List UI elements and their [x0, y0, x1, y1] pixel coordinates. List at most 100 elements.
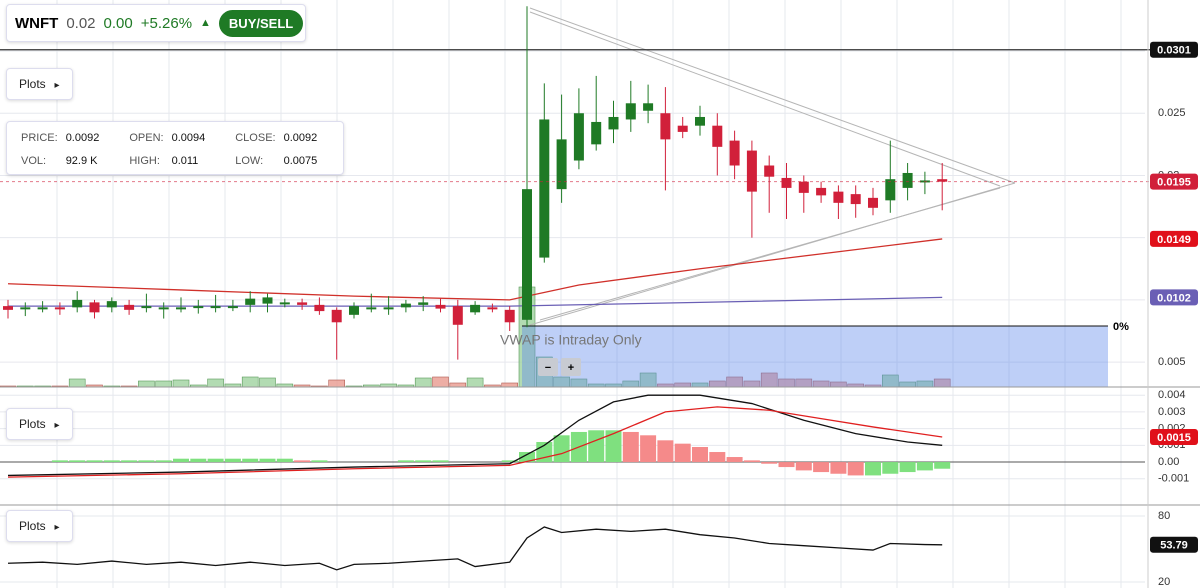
candle-body [937, 179, 948, 182]
candle-body [781, 177, 792, 188]
zoom-label[interactable]: − [545, 362, 551, 374]
value-tag [1150, 428, 1198, 445]
buy-sell-button[interactable]: BUY/SELL [218, 9, 304, 37]
volume-bar [449, 382, 467, 388]
histogram-bar [242, 458, 259, 463]
candle-body [262, 297, 273, 304]
candle-body [625, 103, 636, 120]
histogram-bar [726, 457, 743, 463]
y-tick-label: 0.003 [1158, 406, 1186, 418]
plots-button[interactable]: Plots [6, 68, 73, 100]
candle-body [3, 306, 13, 310]
candle-body [227, 306, 238, 309]
info-table: PRICE: 0.0092 OPEN: 0.0094 CLOSE: 0.0092 VOL: 9… [17, 126, 343, 172]
histogram-bar [103, 460, 120, 463]
value-tag [1150, 536, 1198, 553]
info-panel: PRICE: 0.0092 OPEN: 0.0094 CLOSE: 0.0092 VOL: 9… [6, 121, 344, 175]
histogram-bar [69, 460, 86, 463]
candle-body [435, 304, 446, 309]
histogram-bar [692, 447, 708, 463]
candle-body [833, 191, 844, 203]
zoom-button[interactable] [561, 358, 581, 376]
up-arrow: ▲ [200, 17, 211, 29]
candle-body [383, 307, 394, 310]
change-pct: +5.26% [140, 14, 193, 32]
value-tag [1150, 173, 1198, 190]
histogram-bar [121, 460, 138, 463]
macd-line [7, 406, 943, 478]
value-tag [1150, 230, 1198, 247]
histogram-bar [674, 443, 691, 463]
candle-body [245, 298, 256, 305]
plots-button[interactable]: Plots [6, 510, 73, 542]
histogram-bar [588, 430, 605, 463]
candle-body [54, 307, 65, 310]
histogram-bar [882, 462, 899, 474]
value-tag-label: 0.0015 [1157, 432, 1191, 444]
info-label: LOW: [235, 154, 264, 167]
y-tick-label: 0.004 [1158, 389, 1186, 401]
volume-bar [501, 382, 519, 388]
candle-body [124, 304, 135, 310]
candle-body [764, 165, 775, 177]
candle-body [885, 179, 896, 201]
volume-bar [68, 378, 86, 388]
volume-bar [241, 376, 259, 388]
zoom-label[interactable]: + [568, 362, 574, 374]
candle-body [556, 139, 567, 190]
candle-body [452, 306, 463, 325]
volume-bar [466, 377, 484, 388]
ticker-header: WNFT 0.02 0.00 +5.26% ▲ BUY/SELL [6, 4, 306, 42]
candle-body [573, 113, 584, 161]
histogram-bar [51, 460, 68, 463]
histogram-bar [276, 458, 293, 463]
info-value: 0.0092 [283, 131, 318, 144]
info-label: OPEN: [129, 131, 164, 144]
value-tag-label: 0.0301 [1157, 45, 1191, 57]
volume-bar [328, 379, 346, 388]
fib-label: 0% [1113, 321, 1129, 333]
info-label: CLOSE: [235, 131, 276, 144]
candle-body [72, 299, 83, 308]
candle-body [504, 309, 515, 323]
info-label: HIGH: [129, 154, 160, 167]
candle-body [746, 150, 757, 192]
candle-body [89, 302, 100, 313]
candle-body [868, 197, 878, 208]
candle-body [106, 301, 117, 308]
histogram-bar [830, 462, 847, 474]
histogram-bar [519, 452, 535, 463]
volume-bar [155, 380, 172, 388]
candle-body [349, 306, 359, 315]
candle-body [608, 116, 619, 130]
volume-bar [138, 380, 155, 388]
histogram-bar [743, 460, 760, 463]
vwap-note: VWAP is Intraday Only [500, 332, 642, 348]
histogram-bar [86, 460, 103, 463]
zoom-button[interactable] [538, 358, 558, 376]
candle-body [141, 306, 152, 309]
volume-bar [259, 377, 276, 388]
histogram-bar [501, 460, 518, 463]
histogram-bar [640, 435, 657, 463]
histogram-bar [173, 458, 189, 463]
volume-bar [172, 379, 190, 388]
trend-line [539, 187, 1001, 321]
histogram-bar [916, 462, 933, 471]
info-row: VOL: 92.9 K HIGH: 0.011 LOW: 0.0075 [17, 149, 343, 172]
value-tag-label: 53.79 [1160, 540, 1188, 552]
histogram-bar [224, 458, 241, 463]
histogram-bar [709, 452, 726, 463]
info-label: PRICE: [21, 131, 58, 144]
trend-line [529, 11, 1001, 187]
candle-body [695, 116, 705, 126]
info-value: 0.0092 [65, 131, 100, 144]
candle-body [314, 304, 325, 312]
candle-body [470, 304, 481, 313]
plots-button[interactable]: Plots [6, 408, 73, 440]
histogram-bar [934, 462, 951, 469]
info-value: 92.9 K [65, 154, 98, 167]
value-tag [1150, 289, 1198, 306]
histogram-bar [899, 462, 916, 473]
